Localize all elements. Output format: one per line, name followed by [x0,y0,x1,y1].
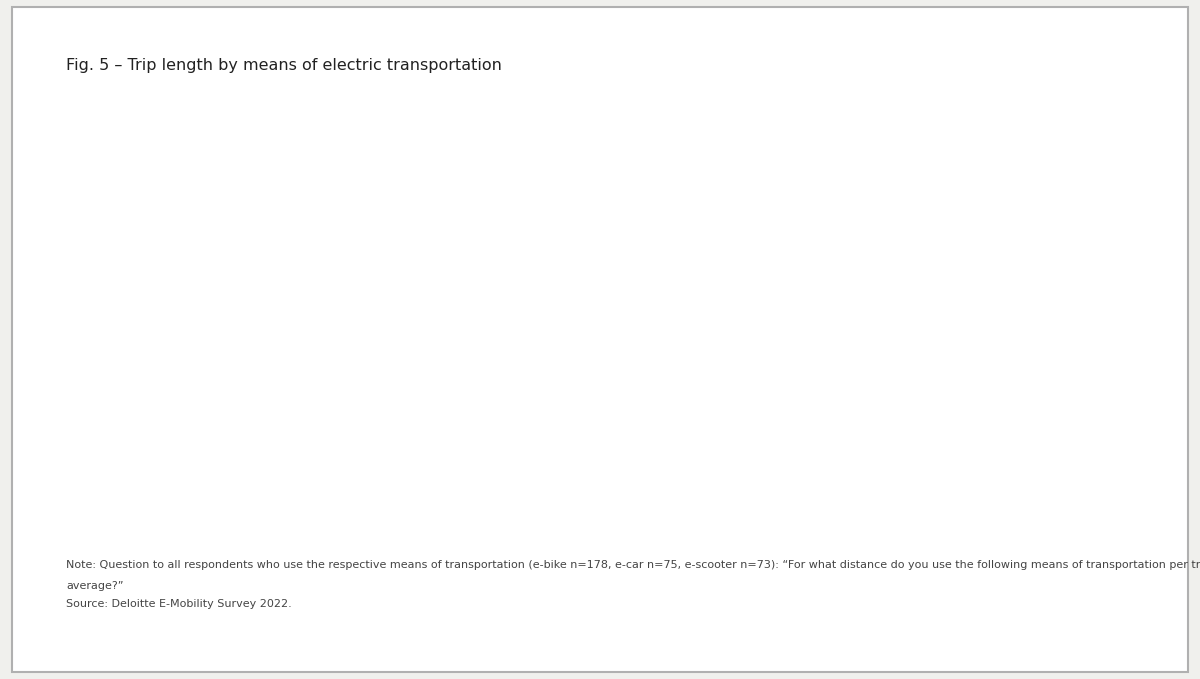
Text: Median: Median [470,358,511,368]
Text: 2. Quartile (25-50%): 2. Quartile (25-50%) [265,458,379,468]
Bar [606,463,664,503]
Text: 3. Quartile (50-75%): 3. Quartile (50-75%) [470,258,584,268]
Text: 3. Quartile (50-75%): 3. Quartile (50-75%) [265,325,379,335]
Text: 25: 25 [420,356,437,369]
Text: in km: in km [26,149,61,162]
Text: Median: Median [677,492,718,501]
Text: Source: Deloitte E-Mobility Survey 2022.: Source: Deloitte E-Mobility Survey 2022. [66,599,292,609]
Bar [400,263,457,443]
Text: average?”: average?” [66,581,124,591]
Text: Fig. 5 – Trip length by means of electric transportation: Fig. 5 – Trip length by means of electri… [66,58,502,73]
Text: Median: Median [265,424,306,435]
Text: 3. Quartile (50-75%): 3. Quartile (50-75%) [677,458,791,468]
Text: 2. Quartile (25-50%): 2. Quartile (25-50%) [470,438,584,448]
Text: 15: 15 [214,423,232,436]
Bar [194,330,252,463]
Text: Note: Question to all respondents who use the respective means of transportation: Note: Question to all respondents who us… [66,560,1200,570]
Text: 5: 5 [630,490,638,503]
Text: 2. Quartile (25-50%): 2. Quartile (25-50%) [677,498,791,508]
